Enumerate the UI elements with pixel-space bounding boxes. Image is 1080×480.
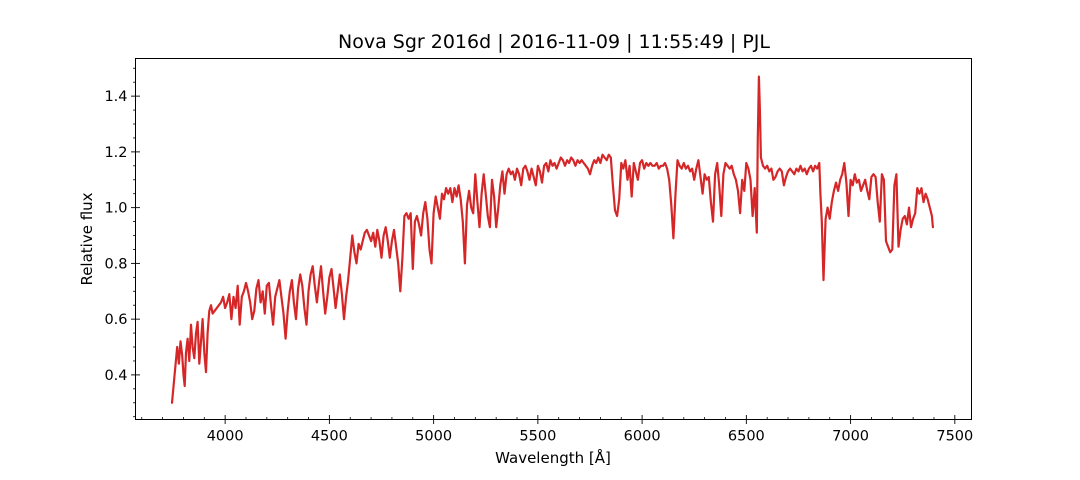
x-tick-label: 7000: [832, 429, 869, 445]
x-tick-label: 4500: [311, 429, 348, 445]
chart-title: Nova Sgr 2016d | 2016-11-09 | 11:55:49 |…: [338, 31, 770, 53]
x-tick-label: 7500: [936, 429, 973, 445]
axes-frame: [135, 58, 972, 420]
y-tick-label: 0.8: [104, 256, 127, 272]
x-tick-label: 5000: [415, 429, 452, 445]
y-axis-label: Relative flux: [78, 192, 96, 285]
x-tick-label: 4000: [207, 429, 244, 445]
x-tick-label: 6000: [624, 429, 661, 445]
axis-ticks: 4000 4500 5000 5500 6000 6500 7000 7500 0.4 0.6 0.…: [104, 67, 973, 445]
y-tick-label: 1.4: [104, 89, 127, 105]
y-tick-label: 1.2: [104, 145, 127, 161]
x-tick-label: 6500: [728, 429, 765, 445]
y-tick-label: 1.0: [104, 201, 127, 217]
y-tick-label: 0.6: [104, 312, 127, 328]
y-tick-label: 0.4: [104, 368, 127, 384]
spectrum-line: [170, 75, 934, 404]
plot-area: [170, 75, 934, 404]
x-axis-label: Wavelength [Å]: [495, 448, 611, 467]
x-tick-label: 5500: [519, 429, 556, 445]
